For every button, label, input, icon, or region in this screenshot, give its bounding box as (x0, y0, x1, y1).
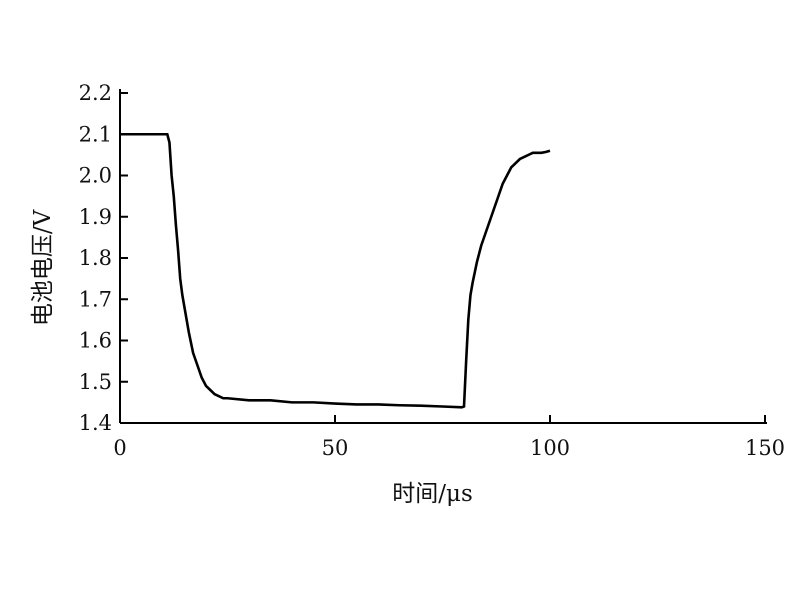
plot-frame (119, 89, 767, 424)
x-tick-label: 0 (113, 436, 126, 460)
x-axis-ticks: 0 50 100 150 (113, 415, 785, 460)
y-axis-title: 电池电压/V (30, 209, 56, 326)
y-tick-label: 2.0 (79, 164, 112, 188)
y-tick-label: 1.7 (79, 287, 112, 311)
x-tick-label: 100 (530, 436, 570, 460)
y-axis-ticks: 1.4 1.5 1.6 1.7 1.8 1.9 2.0 2.1 2.2 (79, 81, 128, 435)
y-tick-label: 2.2 (79, 81, 112, 105)
y-tick-label: 1.4 (79, 411, 112, 435)
x-tick-label: 50 (322, 436, 349, 460)
x-tick-label: 150 (745, 436, 785, 460)
y-tick-label: 1.8 (79, 246, 112, 270)
y-tick-label: 2.1 (79, 122, 112, 146)
x-axis-title: 时间/μs (392, 481, 473, 507)
y-tick-label: 1.9 (79, 205, 112, 229)
y-tick-label: 1.6 (79, 329, 112, 353)
y-tick-label: 1.5 (79, 370, 112, 394)
series-line (120, 132, 551, 409)
